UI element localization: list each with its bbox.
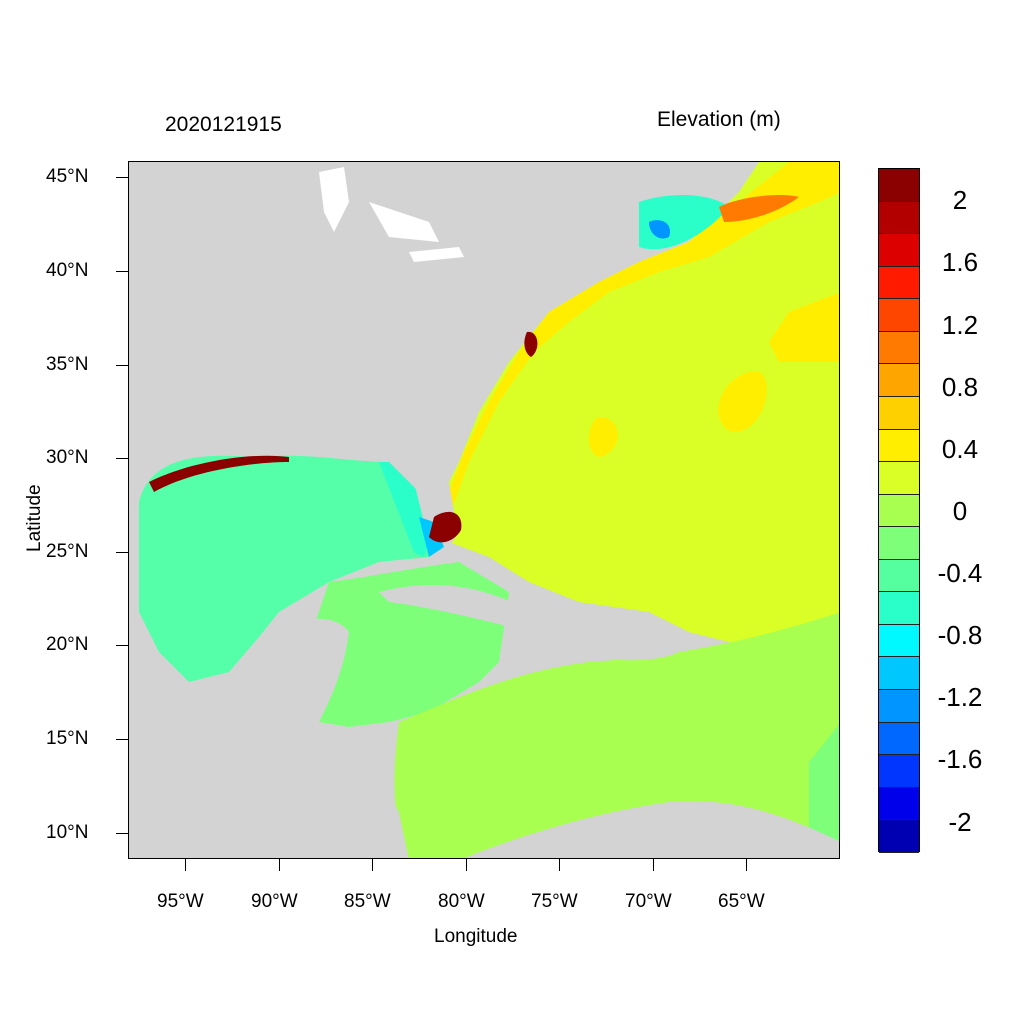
colorbar-label: 1.2 (941, 310, 979, 340)
hispaniola-land (589, 642, 679, 661)
y-tick-mark (116, 645, 128, 646)
x-tick-mark (372, 859, 373, 871)
y-tick-label: 15°N (46, 728, 89, 749)
yucatan-land (239, 618, 349, 722)
colorbar-label: -1.6 (937, 744, 983, 774)
x-tick-mark (466, 859, 467, 871)
y-tick-label: 35°N (46, 354, 89, 375)
caribbean-sea (394, 612, 839, 858)
x-tick-label: 95°W (157, 891, 204, 912)
colorbar-cell (879, 234, 919, 267)
atlantic-ocean (439, 162, 839, 662)
y-tick-label: 20°N (46, 634, 89, 655)
colorbar-cell (879, 331, 919, 365)
x-tick-mark (185, 859, 186, 871)
x-tick-label: 75°W (531, 891, 578, 912)
x-tick-label: 70°W (625, 891, 672, 912)
map-plot-area (128, 161, 840, 859)
central-america-land (129, 722, 409, 858)
colorbar-cell (879, 396, 919, 430)
y-tick-label: 25°N (46, 541, 89, 562)
colorbar-cell (879, 364, 919, 397)
elevation-colorbar (878, 168, 920, 853)
colorbar-cell (879, 820, 919, 853)
y-tick-label: 45°N (46, 166, 89, 187)
lesser-antilles-green (809, 724, 839, 852)
y-tick-label: 10°N (46, 822, 89, 843)
x-tick-mark (746, 859, 747, 871)
gulf-of-maine-blue (649, 220, 670, 239)
colorbar-cell (879, 494, 919, 528)
colorbar-cell (879, 755, 919, 788)
colorbar-cell (879, 787, 919, 821)
y-tick-mark (116, 177, 128, 178)
x-tick-label: 85°W (344, 891, 391, 912)
colorbar-cell (879, 690, 919, 723)
bay-of-fundy-orange (719, 195, 799, 222)
gulf-coastal-cyan (379, 462, 429, 557)
x-axis-label: Longitude (434, 926, 518, 947)
surge-chesapeake (524, 331, 538, 357)
elevation-map (129, 162, 839, 858)
great-lakes (319, 167, 464, 262)
y-tick-mark (116, 365, 128, 366)
colorbar-label: -2 (948, 807, 972, 837)
y-tick-mark (116, 833, 128, 834)
chart-date-title: 2020121915 (165, 113, 282, 136)
gulf-of-mexico (139, 455, 429, 682)
south-america-land (464, 801, 839, 858)
colorbar-label: -0.8 (937, 620, 983, 650)
surge-gulf-coast (149, 455, 289, 492)
colorbar-label: 2 (952, 185, 968, 215)
colorbar-label: 0.8 (941, 372, 979, 402)
colorbar-cell (879, 657, 919, 690)
colorbar-label: 1.6 (941, 247, 979, 277)
y-tick-mark (116, 739, 128, 740)
colorbar-cell (879, 429, 919, 463)
shelf-yellow (447, 162, 839, 512)
x-tick-label: 80°W (438, 891, 485, 912)
x-tick-label: 90°W (251, 891, 298, 912)
colorbar-label: -0.4 (937, 558, 983, 588)
colorbar-cell (879, 299, 919, 332)
y-tick-mark (116, 458, 128, 459)
y-tick-mark (116, 552, 128, 553)
eddy-yellow-2 (588, 417, 618, 457)
colorbar-cell (879, 592, 919, 625)
colorbar-cell (879, 559, 919, 593)
colorbar-label: 0.4 (941, 434, 979, 464)
x-tick-mark (279, 859, 280, 871)
y-tick-label: 40°N (46, 260, 89, 281)
surge-south-florida (429, 511, 462, 543)
colorbar-cell (879, 722, 919, 756)
x-tick-mark (559, 859, 560, 871)
colorbar-cell (879, 527, 919, 560)
colorbar-cell (879, 201, 919, 235)
y-axis-label: Latitude (24, 484, 45, 552)
colorbar-cell (879, 266, 919, 300)
colorbar-cell (879, 462, 919, 495)
cuba-land (379, 585, 569, 635)
x-tick-label: 65°W (718, 891, 765, 912)
y-tick-label: 30°N (46, 447, 89, 468)
colorbar-cell (879, 169, 919, 202)
eddy-yellow-3 (769, 292, 839, 362)
y-tick-mark (116, 271, 128, 272)
eddy-yellow-1 (718, 371, 767, 432)
colorbar-label: -1.2 (937, 682, 983, 712)
x-tick-mark (653, 859, 654, 871)
chart-variable-title: Elevation (m) (657, 108, 781, 131)
colorbar-label: 0 (952, 496, 968, 526)
colorbar-cell (879, 624, 919, 658)
